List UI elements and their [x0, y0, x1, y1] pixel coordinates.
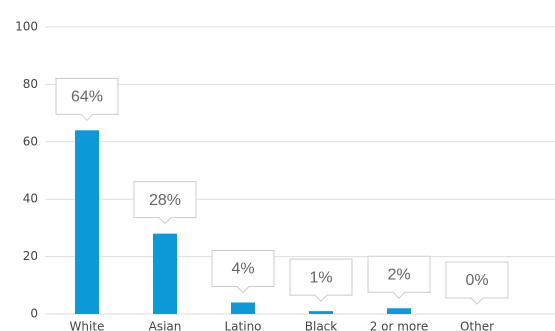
- x-tick-label: Other: [460, 320, 494, 331]
- callout-box: [289, 258, 353, 302]
- y-tick-label: 20: [23, 249, 38, 263]
- value-label: 64%: [71, 89, 103, 106]
- x-tick-label: Asian: [149, 320, 182, 331]
- value-label: 1%: [309, 269, 332, 286]
- x-tick-label: Black: [305, 320, 338, 331]
- value-label: 28%: [149, 192, 181, 209]
- value-label: 4%: [231, 261, 254, 278]
- bar: [153, 233, 177, 314]
- y-tick-label: 0: [30, 307, 38, 321]
- x-tick-label: White: [70, 320, 105, 331]
- y-tick-label: 40: [23, 192, 38, 206]
- y-tick-label: 60: [23, 134, 38, 148]
- callout-box: [55, 77, 119, 122]
- value-label: 2%: [387, 266, 410, 283]
- callout-box: [367, 255, 431, 299]
- x-tick-label: Latino: [224, 320, 261, 331]
- bar: [387, 308, 411, 314]
- y-tick-label: 80: [23, 77, 38, 91]
- bar: [75, 130, 99, 314]
- bar: [309, 311, 333, 314]
- callout-box: [445, 261, 509, 305]
- value-label: 0%: [465, 272, 488, 289]
- bar: [231, 302, 255, 314]
- x-tick-label: 2 or more: [370, 320, 429, 331]
- y-tick-label: 100: [15, 20, 38, 34]
- callout-box: [211, 250, 275, 294]
- callout-box: [133, 181, 197, 225]
